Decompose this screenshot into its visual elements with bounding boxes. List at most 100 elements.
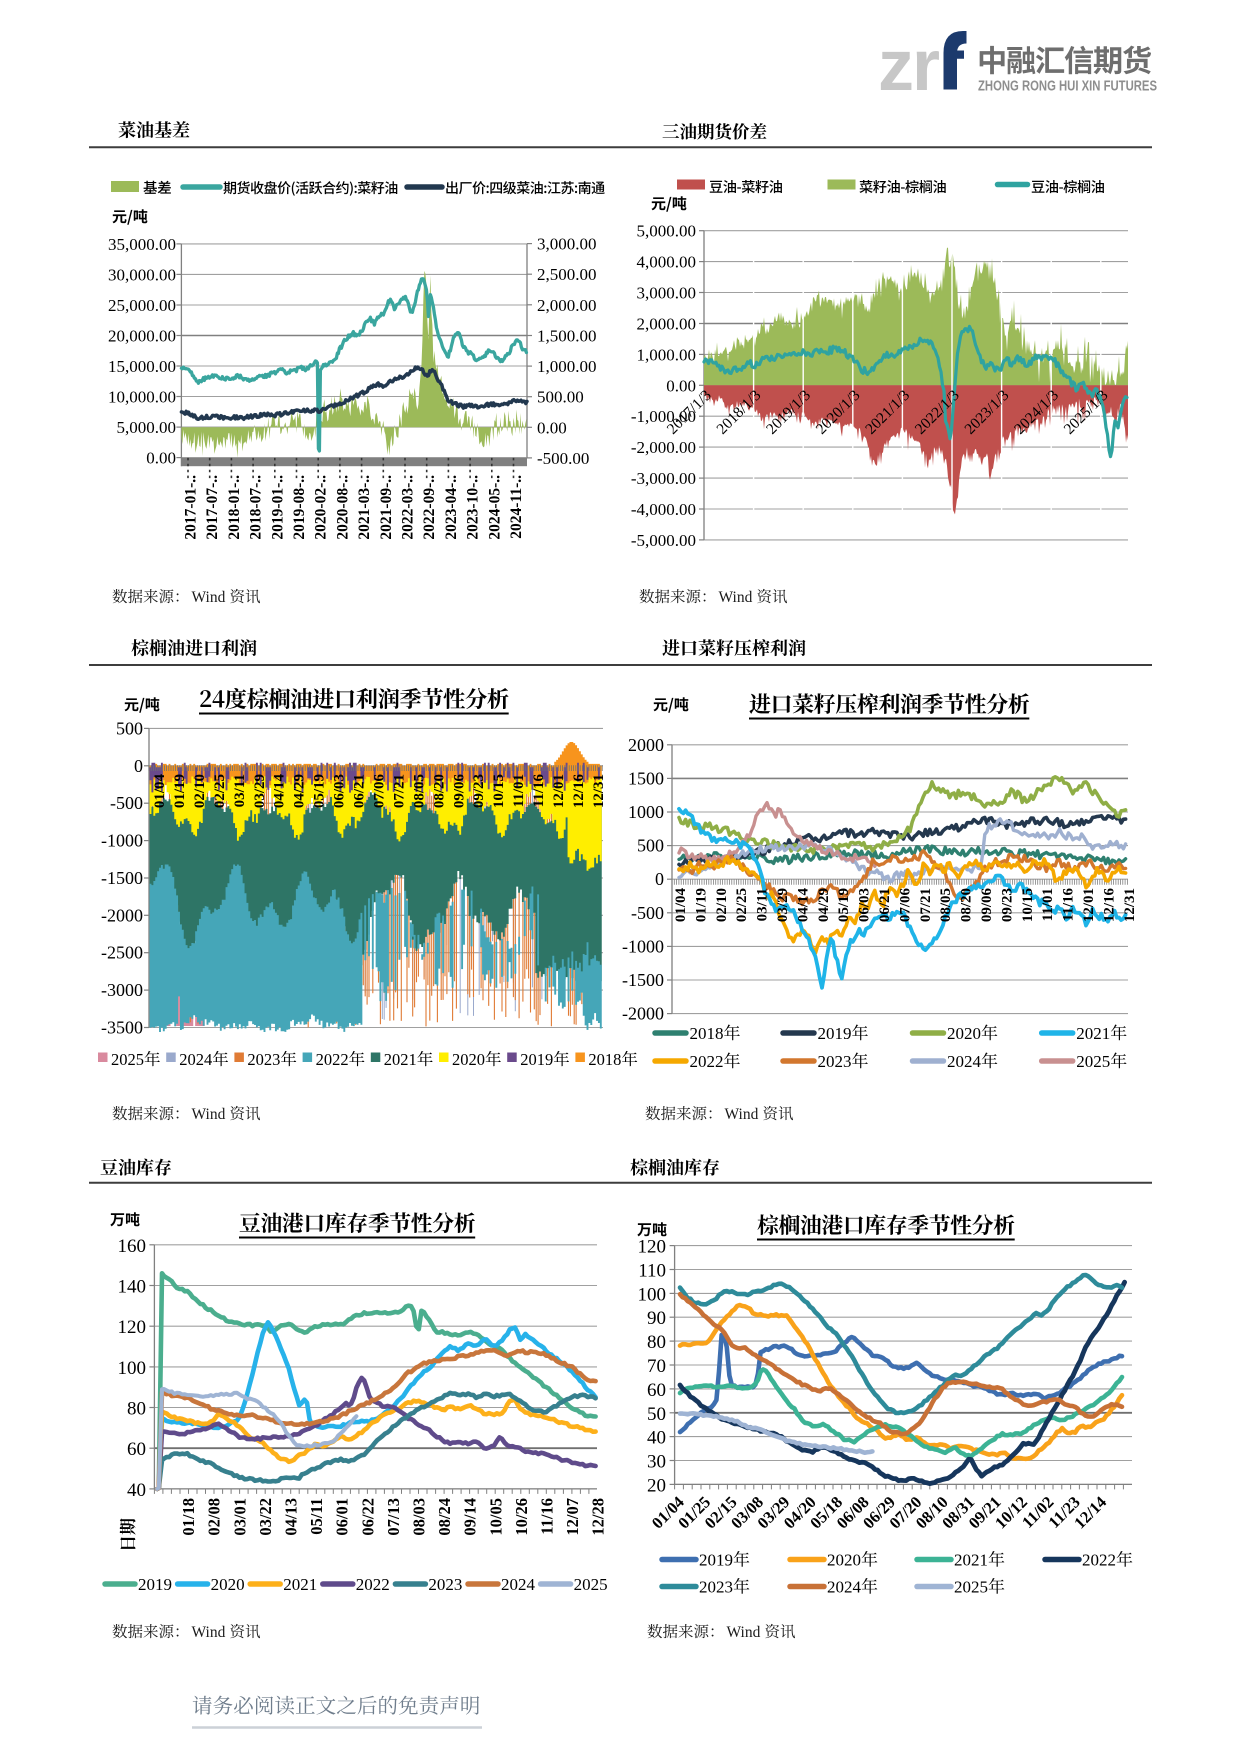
- svg-text:01/18: 01/18: [179, 1498, 198, 1536]
- svg-text:04/14: 04/14: [795, 888, 811, 923]
- svg-text:-2000: -2000: [622, 1004, 664, 1024]
- svg-text:02/10: 02/10: [714, 888, 730, 922]
- svg-text:2023: 2023: [699, 1578, 733, 1597]
- svg-text:-1000: -1000: [101, 831, 143, 851]
- svg-text:2019-08-..: 2019-08-..: [291, 475, 308, 540]
- svg-text:2020: 2020: [452, 1050, 485, 1069]
- svg-text:80: 80: [127, 1399, 146, 1420]
- svg-text:11/16: 11/16: [1061, 888, 1077, 922]
- svg-text:03/11: 03/11: [232, 774, 248, 807]
- svg-text:11/16: 11/16: [531, 774, 547, 808]
- svg-text:2022: 2022: [356, 1575, 390, 1594]
- svg-text:60: 60: [127, 1439, 146, 1460]
- svg-text:2025: 2025: [1076, 1052, 1110, 1071]
- svg-text:-1500: -1500: [101, 868, 143, 888]
- svg-text:08/05: 08/05: [938, 888, 954, 922]
- svg-text:-500: -500: [631, 903, 664, 923]
- svg-text:40: 40: [127, 1480, 146, 1501]
- svg-text:1000: 1000: [628, 802, 664, 822]
- svg-text:500.00: 500.00: [537, 388, 584, 407]
- svg-text:Wind: Wind: [192, 589, 226, 606]
- svg-text:Wind: Wind: [719, 589, 753, 606]
- svg-text:2023: 2023: [247, 1050, 280, 1069]
- svg-text:2023-10-..: 2023-10-..: [465, 475, 482, 540]
- svg-text:2021: 2021: [954, 1551, 988, 1570]
- svg-text:10/15: 10/15: [1020, 888, 1036, 922]
- svg-text:09/06: 09/06: [979, 888, 995, 923]
- svg-text:-500.00: -500.00: [537, 449, 589, 468]
- svg-text:03/29: 03/29: [252, 774, 268, 808]
- svg-text:3,000.00: 3,000.00: [637, 284, 697, 303]
- svg-text:02/25: 02/25: [212, 774, 228, 808]
- svg-text:2023: 2023: [818, 1052, 852, 1071]
- svg-text:2021: 2021: [1076, 1024, 1110, 1043]
- svg-text:120: 120: [638, 1237, 667, 1258]
- svg-text:04/14: 04/14: [272, 774, 288, 809]
- svg-text:07/13: 07/13: [384, 1498, 403, 1536]
- svg-text:2019-01-..: 2019-01-..: [269, 475, 286, 540]
- svg-text:01/04: 01/04: [152, 774, 168, 809]
- svg-text:2020: 2020: [827, 1551, 861, 1570]
- svg-text:11/16: 11/16: [538, 1498, 557, 1535]
- svg-text:01/04: 01/04: [673, 888, 689, 923]
- svg-text:2018: 2018: [690, 1024, 724, 1043]
- svg-text:35,000.00: 35,000.00: [108, 235, 176, 254]
- svg-text:0.00: 0.00: [666, 376, 696, 395]
- svg-text:3,000.00: 3,000.00: [537, 235, 597, 254]
- svg-text:ZHONG RONG HUI XIN FUTURES: ZHONG RONG HUI XIN FUTURES: [978, 79, 1157, 95]
- svg-text:05/19: 05/19: [836, 888, 852, 922]
- svg-text:500: 500: [116, 718, 143, 738]
- svg-text:09/06: 09/06: [451, 774, 467, 809]
- svg-text:5,000.00: 5,000.00: [637, 222, 697, 241]
- svg-text:1500: 1500: [628, 768, 664, 788]
- svg-text:04/29: 04/29: [816, 888, 832, 922]
- svg-text:2021: 2021: [384, 1050, 417, 1069]
- svg-text:-2500: -2500: [101, 943, 143, 963]
- svg-text:08/03: 08/03: [410, 1498, 429, 1536]
- svg-text:0.00: 0.00: [537, 418, 567, 437]
- svg-text:160: 160: [118, 1236, 147, 1257]
- svg-text:2025: 2025: [574, 1575, 608, 1594]
- svg-text:12/16: 12/16: [571, 774, 587, 809]
- svg-text:05/11: 05/11: [307, 1498, 326, 1535]
- svg-text:09/23: 09/23: [471, 774, 487, 808]
- svg-text:Wind: Wind: [727, 1624, 761, 1641]
- svg-text:2019: 2019: [138, 1575, 172, 1594]
- svg-text:03/01: 03/01: [230, 1498, 249, 1536]
- svg-text:10/05: 10/05: [486, 1498, 505, 1536]
- svg-text:2023-04-..: 2023-04-..: [443, 475, 460, 540]
- svg-text:07/21: 07/21: [918, 888, 934, 922]
- svg-text:02/25: 02/25: [734, 888, 750, 922]
- svg-text:2018-07-..: 2018-07-..: [248, 475, 265, 540]
- svg-text:2017-01-..: 2017-01-..: [183, 475, 200, 540]
- svg-text:30: 30: [647, 1452, 666, 1473]
- svg-text:-4,000.00: -4,000.00: [631, 500, 696, 519]
- svg-text:1,000.00: 1,000.00: [537, 357, 597, 376]
- svg-text:12/31: 12/31: [591, 774, 607, 808]
- svg-text:04/29: 04/29: [292, 774, 308, 808]
- svg-text:07/06: 07/06: [897, 888, 913, 923]
- svg-text:2022-03-..: 2022-03-..: [400, 475, 417, 540]
- svg-text:2024-05-..: 2024-05-..: [486, 475, 503, 540]
- svg-text:2024: 2024: [827, 1578, 862, 1597]
- svg-text:2022: 2022: [690, 1052, 724, 1071]
- svg-text:2019: 2019: [699, 1551, 733, 1570]
- svg-text:2018-01-..: 2018-01-..: [226, 475, 243, 540]
- svg-text:07/21: 07/21: [391, 774, 407, 808]
- svg-text:12/31: 12/31: [1122, 888, 1138, 922]
- svg-text:01/19: 01/19: [172, 774, 188, 808]
- svg-text:2018: 2018: [588, 1050, 621, 1069]
- svg-text:10,000.00: 10,000.00: [108, 388, 176, 407]
- svg-text:-3,000.00: -3,000.00: [631, 469, 696, 488]
- svg-text:08/24: 08/24: [435, 1498, 454, 1536]
- svg-text:2022-09-..: 2022-09-..: [421, 475, 438, 540]
- svg-text:02/10: 02/10: [192, 774, 208, 808]
- svg-text:-500: -500: [110, 793, 143, 813]
- svg-text:09/23: 09/23: [999, 888, 1015, 922]
- svg-text:06/01: 06/01: [333, 1498, 352, 1536]
- svg-text:2023: 2023: [428, 1575, 462, 1594]
- svg-text:-3500: -3500: [101, 1018, 143, 1038]
- svg-text:2000: 2000: [628, 735, 664, 755]
- svg-text:30,000.00: 30,000.00: [108, 265, 176, 284]
- svg-text:2024-11-..: 2024-11-..: [508, 475, 525, 539]
